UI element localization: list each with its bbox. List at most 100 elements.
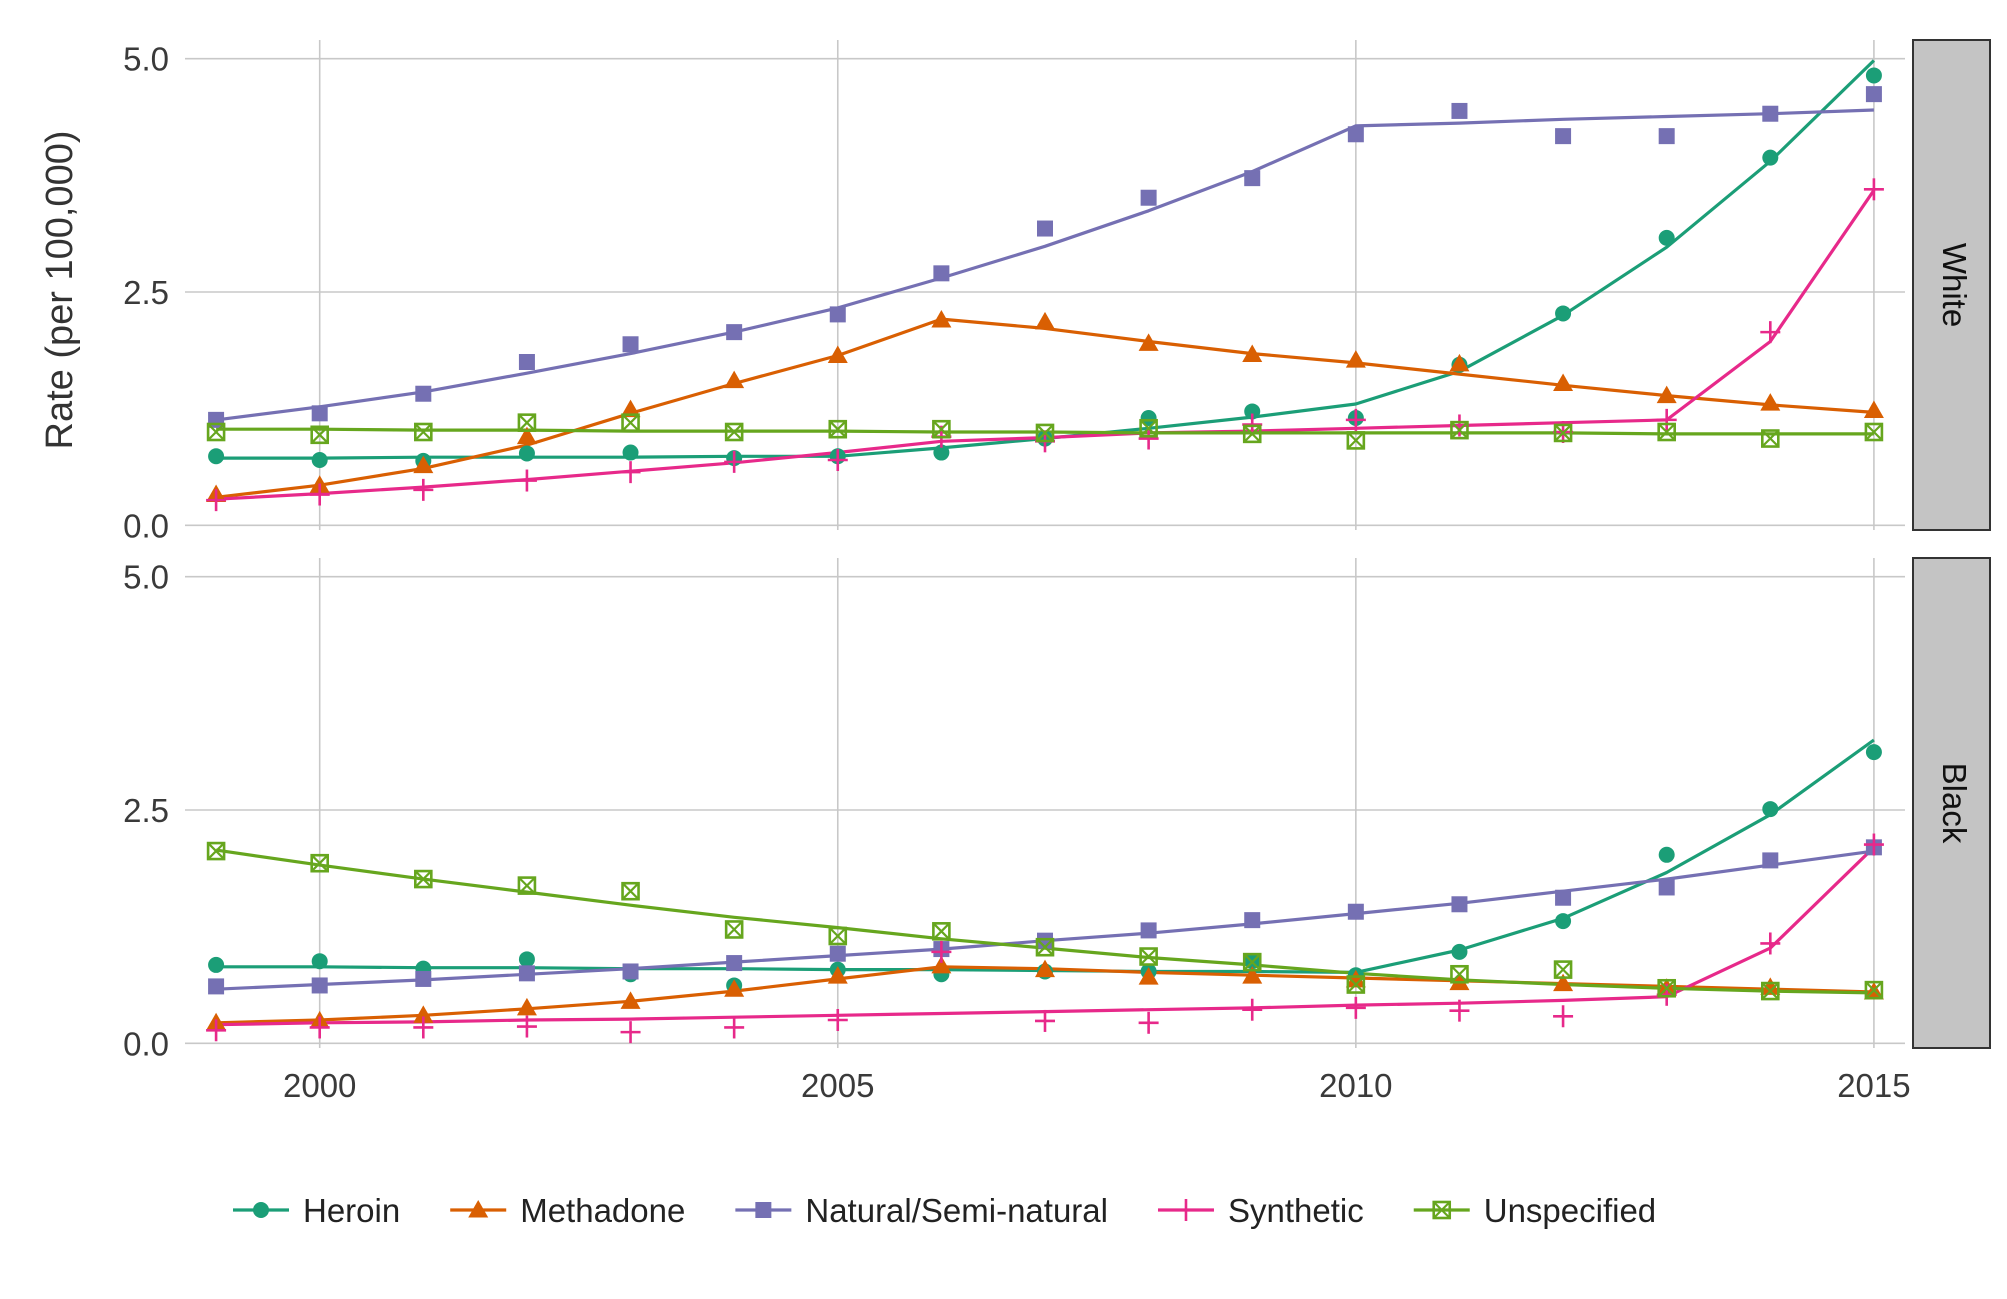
panel-black-point-unspecified-box xyxy=(1864,980,1884,1000)
panel-black-point-synthetic xyxy=(724,1016,745,1039)
panel-white-point-synthetic xyxy=(413,478,434,501)
panel-white-point-natural-semi-natural-shape xyxy=(933,265,950,282)
panel-black-point-unspecified-box xyxy=(621,881,640,901)
panel-white-point-synthetic xyxy=(206,489,227,512)
panel-black-point-heroin-shape xyxy=(311,953,328,970)
panel-black-point-heroin xyxy=(1555,913,1572,930)
panel-black-point-methadone xyxy=(620,991,641,1009)
panel-black-point-heroin xyxy=(1865,744,1882,761)
panel-white-point-unspecified-d2 xyxy=(1865,423,1883,441)
panel-white-point-unspecified xyxy=(724,422,744,442)
legend-label: Heroin xyxy=(303,1192,400,1229)
panel-white-points-heroin xyxy=(208,67,1882,469)
panel-white-points-natural-semi-natural xyxy=(208,86,1882,428)
panel-black-point-heroin-shape xyxy=(1762,801,1779,818)
panel-white-point-unspecified xyxy=(1035,423,1055,443)
panel-black-point-unspecified-d2 xyxy=(725,920,743,939)
panel-white-point-unspecified xyxy=(932,419,951,439)
legend-item-natural-semi-natural: Natural/Semi-natural xyxy=(735,1192,1108,1229)
panel-black-point-methadone xyxy=(1760,977,1781,995)
panel-white-point-methadone xyxy=(1345,350,1366,368)
panel-black-point-unspecified-d2 xyxy=(932,922,951,941)
panel-black-point-methadone-shape xyxy=(1035,959,1055,978)
panel-white-point-methadone xyxy=(1553,373,1574,391)
legend-label: Natural/Semi-natural xyxy=(805,1192,1108,1229)
panel-black-point-natural-semi-natural-shape xyxy=(1658,879,1675,896)
panel-black-point-natural-semi-natural xyxy=(829,945,846,962)
panel-white-point-natural-semi-natural xyxy=(1347,126,1364,143)
panel-black-point-unspecified xyxy=(828,926,848,946)
panel-white-point-methadone xyxy=(1449,353,1470,372)
panel-white-point-natural-semi-natural xyxy=(1658,128,1675,145)
legend-label: Methadone xyxy=(520,1192,685,1229)
panel-white-point-synthetic xyxy=(516,469,537,492)
panel-black-point-unspecified-box xyxy=(932,922,951,941)
panel-white-point-methadone xyxy=(1138,333,1159,351)
panel-black-point-synthetic xyxy=(931,940,952,963)
panel-white-point-methadone xyxy=(1035,311,1055,330)
panel-white-point-natural-semi-natural-shape xyxy=(829,306,846,323)
panel-white-point-methadone-shape xyxy=(1035,311,1055,330)
panel-black-point-unspecified xyxy=(1864,980,1884,1000)
panel-black-point-heroin-shape xyxy=(1658,846,1675,863)
panel-black-point-unspecified xyxy=(1035,937,1055,957)
panel-white-point-unspecified-box xyxy=(621,413,640,432)
panel-white-point-heroin xyxy=(1762,149,1779,166)
panel-white-points-unspecified xyxy=(206,413,1884,450)
panel-white-point-natural-semi-natural xyxy=(829,306,846,323)
panel-white-point-unspecified-box xyxy=(1761,429,1780,448)
legend-item-heroin: Heroin xyxy=(233,1192,400,1229)
panel-white-point-unspecified-box xyxy=(828,419,848,439)
panel-black-point-natural-semi-natural-shape xyxy=(1140,922,1157,939)
panel-white-point-methadone-shape xyxy=(931,310,952,328)
panel-black-point-synthetic xyxy=(309,1016,330,1039)
panel-white-point-methadone xyxy=(620,399,641,418)
panel-black-point-unspecified-box xyxy=(724,920,744,939)
panel-white-point-methadone xyxy=(1242,344,1263,363)
panel-white-point-heroin xyxy=(1865,67,1882,84)
panel-white: 0.0 2.5 5.0 White xyxy=(123,39,1991,544)
panel-white-point-natural-semi-natural xyxy=(726,324,743,341)
panel-white-point-synthetic xyxy=(1760,321,1781,344)
panel-white-point-heroin xyxy=(1244,403,1261,420)
panel-black-point-methadone xyxy=(516,997,537,1016)
panel-black-point-unspecified xyxy=(310,853,329,873)
panel-white-point-natural-semi-natural-shape xyxy=(1347,126,1364,143)
panel-white-point-natural-semi-natural-shape xyxy=(415,385,432,402)
panel-white-point-unspecified xyxy=(1139,418,1158,438)
panel-white-fit-line-natural-semi-natural xyxy=(215,108,1874,422)
panel-white-point-natural-semi-natural-shape xyxy=(1555,128,1572,145)
legend-key-marker-shape xyxy=(468,1200,489,1218)
panel-black-y-tick-label: 0.0 xyxy=(123,1025,169,1062)
panel-black-point-unspecified-box xyxy=(1761,981,1780,1001)
panel-black-point-natural-semi-natural-shape xyxy=(311,977,328,994)
panel-white-point-heroin xyxy=(518,445,535,462)
panel-white-point-unspecified-box xyxy=(517,413,537,432)
panel-black-point-synthetic xyxy=(1449,999,1470,1022)
panel-white-point-unspecified-d2 xyxy=(1139,419,1158,438)
panel-black-y-tick-label: 2.5 xyxy=(123,792,169,829)
panel-white-point-natural-semi-natural xyxy=(1762,105,1779,122)
panel-black-point-unspecified-box xyxy=(1553,960,1573,979)
panel-white-point-natural-semi-natural xyxy=(518,354,535,370)
panel-white-point-synthetic xyxy=(1345,408,1366,431)
panel-white-point-natural-semi-natural xyxy=(1555,128,1572,145)
panel-black-point-methadone xyxy=(931,955,952,974)
panel-black-point-unspecified-d2 xyxy=(1657,979,1676,998)
legend-key-marker-shape xyxy=(755,1202,772,1218)
legend-key-marker xyxy=(1432,1200,1452,1220)
panel-white-point-unspecified xyxy=(828,419,848,439)
legend-item-synthetic: Synthetic xyxy=(1157,1192,1364,1229)
panel-black-point-heroin xyxy=(208,956,225,973)
panel-black-point-methadone-shape xyxy=(827,966,848,984)
panel-black-point-methadone-shape xyxy=(620,991,641,1009)
panel-white-point-heroin-shape xyxy=(1140,410,1157,426)
panel-white-point-natural-semi-natural-shape xyxy=(622,336,639,353)
panel-white-point-synthetic xyxy=(1242,413,1263,436)
panel-black-point-unspecified-d2 xyxy=(1554,960,1572,979)
panel-black-point-natural-semi-natural-shape xyxy=(415,970,432,987)
panel-white-point-natural-semi-natural-shape xyxy=(1865,86,1882,103)
panel-white-point-heroin xyxy=(1140,410,1157,426)
panel-white-y-tick-label: 5.0 xyxy=(123,41,169,78)
panel-black-point-heroin xyxy=(1658,846,1675,863)
